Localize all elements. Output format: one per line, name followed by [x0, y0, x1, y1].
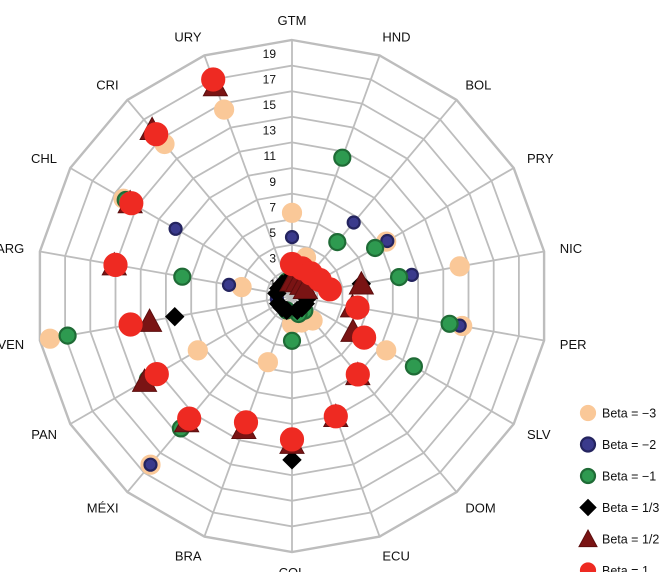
category-label: URY [174, 30, 202, 45]
radial-tick-label: 5 [269, 226, 276, 240]
data-point [233, 410, 259, 435]
data-point [579, 404, 597, 422]
data-markers [39, 67, 473, 475]
data-point [317, 277, 342, 302]
data-point [177, 406, 202, 431]
data-point [168, 221, 183, 236]
data-point [143, 457, 158, 472]
data-point [579, 467, 597, 485]
category-labels: GTM HND BOL PRY NIC PER SLV DOM ECU COL BRA MÉXI PAN… [0, 13, 587, 572]
data-point [440, 314, 459, 333]
category-label: PAN [31, 427, 57, 442]
data-point [136, 308, 163, 332]
category-label: BRA [175, 548, 202, 563]
legend-entry-label: Beta = −1 [602, 470, 656, 484]
category-label: ECU [382, 548, 409, 563]
category-label: PRY [527, 151, 554, 166]
category-label: MÉXI [87, 500, 119, 515]
data-point [187, 340, 208, 361]
legend-entry-label: Beta = 1/2 [602, 533, 659, 547]
legend: Beta = −3 Beta = −2 Beta = −1 Beta = 1/3 Bet… [578, 404, 659, 572]
grid-spoke [291, 295, 545, 342]
data-point [144, 362, 169, 387]
data-point [323, 404, 348, 429]
data-point [579, 436, 597, 453]
radial-tick-label: 19 [263, 47, 277, 61]
grid-spoke [291, 99, 458, 297]
legend-entry-label: Beta = −2 [602, 438, 656, 452]
category-label: ARG [0, 241, 24, 256]
legend-entry-label: Beta = 1 [602, 564, 649, 572]
grid-spoke [291, 295, 515, 425]
radial-tick-label: 7 [269, 200, 276, 214]
data-point [376, 340, 397, 361]
data-point [328, 233, 347, 252]
data-point [282, 331, 302, 350]
radial-tick-label: 15 [263, 98, 277, 112]
category-label: HND [382, 30, 410, 45]
grid-spoke [39, 295, 293, 342]
data-point [333, 148, 352, 167]
category-label: DOM [465, 500, 495, 515]
legend-entry-label: Beta = 1/3 [602, 501, 659, 515]
data-point [281, 202, 303, 223]
category-label: CHL [31, 151, 57, 166]
data-point [214, 99, 235, 120]
category-label: NIC [560, 241, 582, 256]
data-point [578, 528, 598, 548]
data-point [279, 427, 305, 452]
data-point [346, 215, 361, 230]
grid-spoke [69, 295, 293, 425]
legend-entry-label: Beta = −3 [602, 407, 656, 421]
data-point [366, 238, 385, 258]
data-point [579, 562, 597, 572]
data-point [348, 270, 375, 295]
category-label: PER [560, 337, 587, 352]
data-point [119, 191, 144, 216]
data-point [449, 256, 470, 277]
data-point [39, 328, 61, 349]
category-label: CRI [96, 78, 118, 93]
data-point [579, 498, 597, 517]
data-point [352, 325, 377, 350]
category-label: BOL [465, 78, 491, 93]
data-point [103, 252, 128, 277]
data-point [173, 267, 192, 286]
data-point [165, 306, 185, 327]
data-point [201, 67, 226, 92]
category-label: VEN [0, 337, 24, 352]
radial-tick-label: 11 [264, 149, 277, 163]
data-point [404, 357, 423, 376]
data-point [221, 277, 237, 292]
radial-tick-label: 17 [263, 72, 277, 86]
data-point [144, 122, 169, 147]
data-point [390, 268, 409, 287]
data-point [380, 233, 395, 249]
grid-spoke [291, 295, 458, 493]
radial-tick-label: 9 [269, 175, 276, 189]
data-point [345, 362, 370, 387]
data-point [118, 312, 143, 337]
data-point [282, 450, 302, 470]
category-label: GTM [278, 13, 307, 28]
data-point [345, 295, 370, 320]
category-label: SLV [527, 427, 551, 442]
data-point [284, 230, 300, 245]
radial-tick-label: 3 [269, 252, 276, 266]
radar-grid [38, 38, 546, 554]
category-label: COL [279, 565, 306, 572]
radial-tick-label: 13 [263, 124, 277, 138]
data-point [58, 326, 77, 345]
data-point [257, 352, 278, 373]
